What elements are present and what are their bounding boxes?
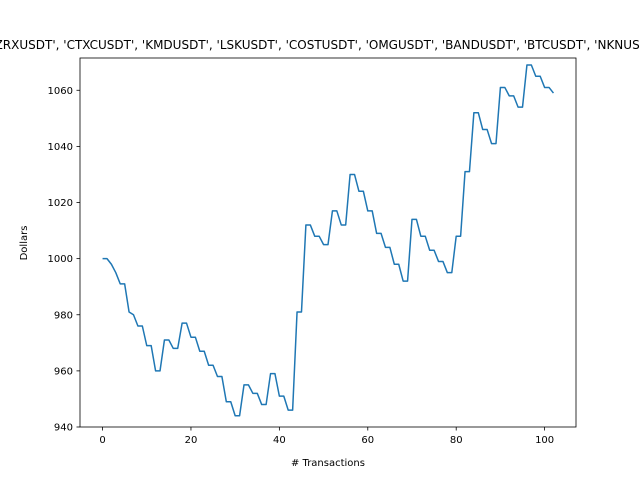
chart-title: ['LTCUSDT', 'EOSUSDT', 'QTUMUSDT', 'ZRXU… [0, 38, 640, 52]
y-tick-label: 940 [54, 423, 73, 434]
x-tick-label: 0 [99, 435, 105, 446]
y-tick-label: 1000 [48, 254, 73, 265]
y-axis-label: Dollars [19, 226, 30, 261]
x-tick-label: 80 [450, 435, 463, 446]
axis-ticks: 0 20 40 60 80 100 940 960 980 1000 1020 1040 1060 [48, 86, 555, 446]
y-tick-label: 960 [54, 366, 73, 377]
x-tick-label: 40 [273, 435, 286, 446]
y-tick-label: 1060 [48, 86, 73, 97]
axes-frame [79, 57, 577, 428]
x-tick-label: 60 [361, 435, 374, 446]
x-tick-label: 100 [535, 435, 554, 446]
plot-area [102, 64, 555, 417]
x-axis-label: # Transactions [291, 458, 365, 469]
y-tick-label: 980 [54, 310, 73, 321]
y-tick-label: 1020 [48, 198, 73, 209]
x-tick-label: 20 [185, 435, 198, 446]
series-line [102, 64, 555, 417]
y-tick-label: 1040 [48, 142, 73, 153]
